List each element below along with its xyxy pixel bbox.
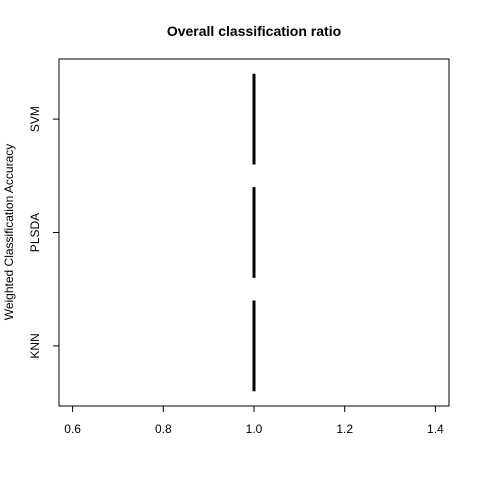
- x-tick-label: 1.4: [427, 422, 444, 436]
- x-tick-label: 1.0: [246, 422, 263, 436]
- y-axis-label: Weighted Classification Accuracy: [2, 144, 16, 321]
- y-axis: KNN PLSDA SVM: [28, 106, 60, 359]
- x-tick-label: 0.6: [64, 422, 81, 436]
- chart-title: Overall classification ratio: [167, 23, 341, 39]
- x-tick-label: 0.8: [155, 422, 172, 436]
- x-axis: 0.6 0.8 1.0 1.2 1.4: [64, 405, 444, 436]
- y-tick-label-knn: KNN: [28, 333, 42, 358]
- x-tick-label: 1.2: [336, 422, 353, 436]
- y-tick-label-svm: SVM: [28, 106, 42, 132]
- y-tick-label-plsda: PLSDA: [28, 213, 42, 252]
